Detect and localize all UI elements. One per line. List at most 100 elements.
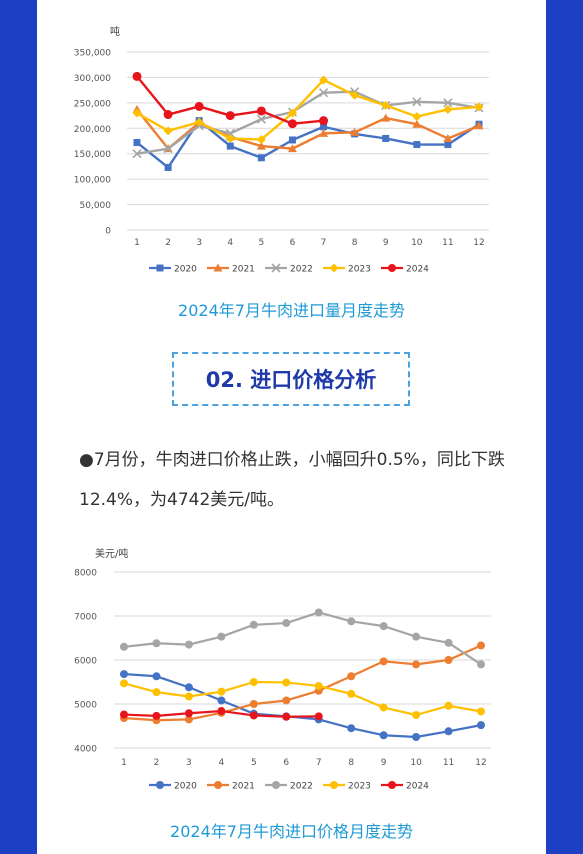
chart2-legend-item: 2020 [149, 781, 197, 792]
chart1-point [412, 97, 422, 107]
chart2-x-tick-label: 5 [251, 758, 257, 768]
chart1-legend-marker [329, 263, 339, 273]
chart1-point [225, 111, 235, 121]
chart1-point [287, 144, 297, 153]
chart2-point [444, 727, 453, 736]
chart1-point [256, 134, 266, 144]
chart1-x-tick-label: 8 [352, 238, 358, 248]
chart2-point [217, 632, 226, 641]
chart2-point [249, 711, 258, 720]
chart1-x-tick-label: 4 [227, 238, 233, 248]
chart2-x-tick-label: 4 [218, 758, 224, 768]
chart1-line-2023 [136, 78, 480, 141]
chart1-point [319, 116, 329, 126]
chart2-x-tick-label: 10 [410, 758, 422, 768]
chart2-point [120, 670, 128, 679]
chart1-x-tick-label: 9 [383, 238, 389, 248]
chart1-legend-label: 2021 [232, 265, 255, 275]
chart2-x-tick-label: 12 [475, 758, 486, 768]
chart2-point [412, 660, 421, 669]
chart2-point [282, 678, 291, 687]
chart2-point [412, 632, 421, 641]
chart2-legend-marker [388, 781, 396, 789]
chart1-y-tick-label: 300,000 [74, 74, 111, 84]
chart2-series-2020 [120, 670, 485, 741]
chart2-x-tick-label: 2 [154, 758, 160, 768]
chart1-point [132, 149, 142, 159]
chart2-point [120, 679, 128, 688]
chart1-y-tick-label: 0 [105, 227, 111, 237]
chart1-legend-label: 2020 [174, 265, 197, 275]
chart1-y-tick-label: 100,000 [74, 176, 111, 186]
chart1-point [287, 119, 297, 129]
chart2-legend: 2020 2021 2022 2023 2024 [149, 781, 429, 792]
chart2-point [379, 703, 388, 712]
chart2-y-tick-label: 5000 [74, 701, 97, 711]
chart1-legend-item: 2023 [323, 263, 371, 275]
chart2-point [249, 620, 258, 629]
chart1-x-tick-label: 7 [321, 238, 327, 248]
chart2-y-tick-label: 8000 [74, 569, 97, 579]
chart2-line-2022 [123, 611, 482, 666]
chart2-series-2021 [120, 641, 485, 725]
chart1-point [163, 144, 173, 154]
chart1-legend-marker [388, 264, 396, 272]
chart2-point [314, 681, 323, 690]
chart1-legend-marker [271, 263, 281, 273]
chart1-point [164, 163, 172, 171]
chart2-point [184, 683, 193, 692]
chart2-x-tick-label: 3 [186, 758, 192, 768]
chart2-point [347, 617, 356, 626]
chart2-point [282, 712, 291, 721]
chart1-point [287, 108, 297, 118]
chart2-point [217, 707, 226, 716]
chart1-point [381, 113, 391, 122]
section-heading-box: 02. 进口价格分析 [172, 352, 410, 406]
chart1-point [350, 127, 360, 136]
chart1-y-tick-label: 250,000 [74, 99, 111, 109]
chart1-point [257, 154, 265, 162]
chart2-point [282, 696, 291, 705]
chart1-line-2020 [136, 119, 480, 169]
chart1-point [318, 88, 329, 98]
chart2-point [152, 672, 161, 681]
chart2-point [347, 689, 356, 698]
chart1-legend-label: 2024 [406, 265, 429, 275]
chart1-point [443, 98, 453, 108]
chart2-point [477, 721, 485, 730]
chart1-point [256, 141, 266, 150]
chart2-point [444, 638, 453, 647]
chart1-y-tick-label: 350,000 [74, 49, 111, 59]
chart2-point [152, 711, 161, 720]
chart2-point [282, 619, 291, 628]
chart2-point [347, 724, 356, 733]
chart1-point [288, 136, 296, 144]
chart2-legend-marker [272, 781, 280, 789]
chart2-legend-label: 2023 [348, 782, 371, 792]
chart1-y-tick-label: 150,000 [74, 150, 111, 160]
chart1-point [381, 100, 391, 110]
chart1-point [443, 133, 453, 142]
chart2-point [152, 688, 161, 697]
chart1-x-tick-label: 11 [442, 238, 453, 248]
chart2-point [314, 608, 323, 617]
chart1-point [444, 141, 452, 149]
chart2-point [184, 640, 193, 649]
chart1-point [133, 139, 141, 147]
section-title: 02. 进口价格分析 [205, 368, 377, 392]
chart1-x-tick-label: 10 [411, 238, 423, 248]
chart1-y-axis-label: 吨 [110, 25, 120, 38]
chart2-point [249, 700, 258, 708]
chart2-legend-item: 2024 [381, 781, 429, 792]
chart2-legend-item: 2023 [323, 781, 371, 792]
chart1-x-tick-label: 12 [473, 238, 484, 248]
analysis-paragraph: ●7月份，牛肉进口价格止跌，小幅回升0.5%，同比下跌12.4%，为4742美元… [79, 450, 505, 510]
chart1-point [443, 104, 453, 114]
chart2-legend-label: 2024 [406, 782, 429, 792]
chart2-point [444, 656, 453, 664]
content-panel: 吨 0 50,000 100,000 150,000 200,000 250,000 300,… [37, 0, 546, 854]
chart2-point [249, 678, 258, 686]
chart2-point [217, 696, 226, 705]
chart2-legend-label: 2021 [232, 782, 255, 792]
import-volume-chart-title: 2024年7月牛肉进口量月度走势 [178, 301, 405, 320]
